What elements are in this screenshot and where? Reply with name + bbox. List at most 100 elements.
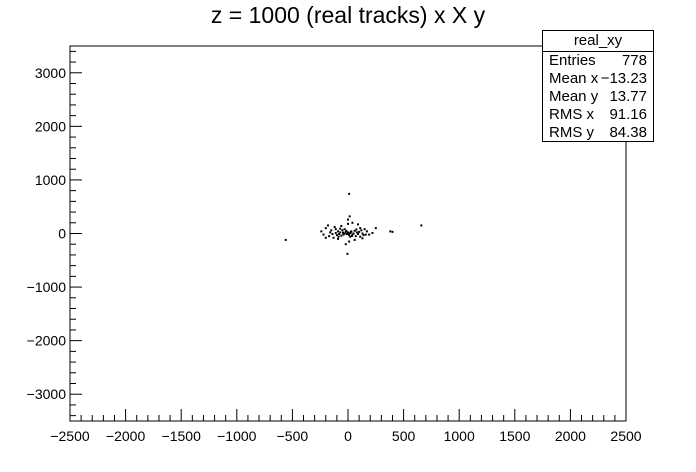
stats-row-rms-x: RMS x 91.16 [543,106,653,124]
x-tick-label: 0 [344,428,352,444]
stats-value: 778 [621,52,647,69]
y-tick-label: −3000 [27,386,67,402]
x-tick-label: 2500 [610,428,641,444]
data-point [332,236,335,239]
data-point [341,231,344,234]
data-point [346,252,349,255]
stats-value: 13.77 [609,88,647,105]
stats-row-rms-y: RMS y 84.38 [543,124,653,142]
y-tick-label: 2000 [35,118,66,134]
data-point [350,234,353,237]
data-point [353,229,356,232]
stats-box: real_xy Entries 778 Mean x −13.23 Mean y… [542,30,654,142]
stats-label: Mean x [549,70,599,87]
x-tick-label: −1000 [217,428,257,444]
stats-row-mean-y: Mean y 13.77 [543,88,653,106]
data-point [320,230,323,233]
data-point [284,238,287,241]
data-point [334,231,337,234]
data-point [352,232,355,235]
data-point [347,218,349,221]
stats-label: Entries [549,52,596,69]
data-point [328,235,331,238]
data-point [358,230,361,233]
data-point [348,215,351,218]
data-point [361,232,364,235]
data-point [362,234,365,237]
data-point [337,235,340,238]
data-point [345,233,348,236]
data-point [339,227,342,230]
data-point [349,231,352,234]
data-point [353,238,356,241]
stats-label: RMS y [549,124,594,141]
data-point [324,236,327,239]
stats-box-name: real_xy [543,31,653,52]
x-tick-label: −500 [277,428,309,444]
y-tick-label: −2000 [27,333,67,349]
data-point [357,233,360,236]
data-point [351,221,354,224]
data-point [348,192,351,195]
data-point [336,230,339,233]
data-point [343,232,346,235]
x-tick-label: 1500 [499,428,530,444]
stats-value: −13.23 [600,70,647,87]
data-point [371,231,374,234]
data-point [340,234,343,237]
data-point [354,235,357,238]
y-tick-label: 1000 [35,172,66,188]
data-point [368,233,371,236]
data-point [365,230,368,233]
x-tick-label: −2500 [50,428,90,444]
data-point [336,237,339,240]
data-point [343,228,346,231]
x-tick-label: 500 [392,428,416,444]
x-tick-label: 1000 [444,428,475,444]
x-tick-label: −1500 [162,428,202,444]
data-point [359,227,362,230]
data-point [420,224,423,227]
data-point [340,225,343,227]
stats-value: 84.38 [609,124,647,141]
data-point [349,235,352,238]
data-point [334,228,337,231]
data-point [355,228,358,231]
data-point [374,227,377,230]
data-point [335,234,338,237]
y-tick-label: −1000 [27,279,67,295]
data-point [342,233,345,236]
data-point [326,224,329,227]
y-tick-label: 3000 [35,65,66,81]
data-point [355,231,358,234]
stats-row-mean-x: Mean x −13.23 [543,70,653,88]
data-point [324,227,327,230]
data-point [341,229,344,232]
data-point [329,231,332,234]
data-point [351,233,354,236]
stats-label: RMS x [549,106,594,123]
y-tick-label: 0 [58,226,66,242]
data-point [347,232,350,235]
data-point [391,230,394,233]
data-point [357,223,360,226]
stats-label: Mean y [549,88,599,105]
data-point [338,233,341,236]
stats-value: 91.16 [609,106,647,123]
stats-row-entries: Entries 778 [543,52,653,70]
x-tick-label: −2000 [106,428,146,444]
data-point [360,229,363,232]
chart-title: z = 1000 (real tracks) x X y [210,2,486,28]
x-tick-label: 2000 [555,428,586,444]
data-point [348,234,351,237]
data-point [363,228,366,231]
data-point [331,233,334,236]
data-point [333,226,336,229]
data-point [364,233,367,236]
data-point [339,231,342,234]
data-point [347,231,349,234]
data-point [330,229,333,232]
data-point [359,235,362,238]
data-point [344,230,347,233]
